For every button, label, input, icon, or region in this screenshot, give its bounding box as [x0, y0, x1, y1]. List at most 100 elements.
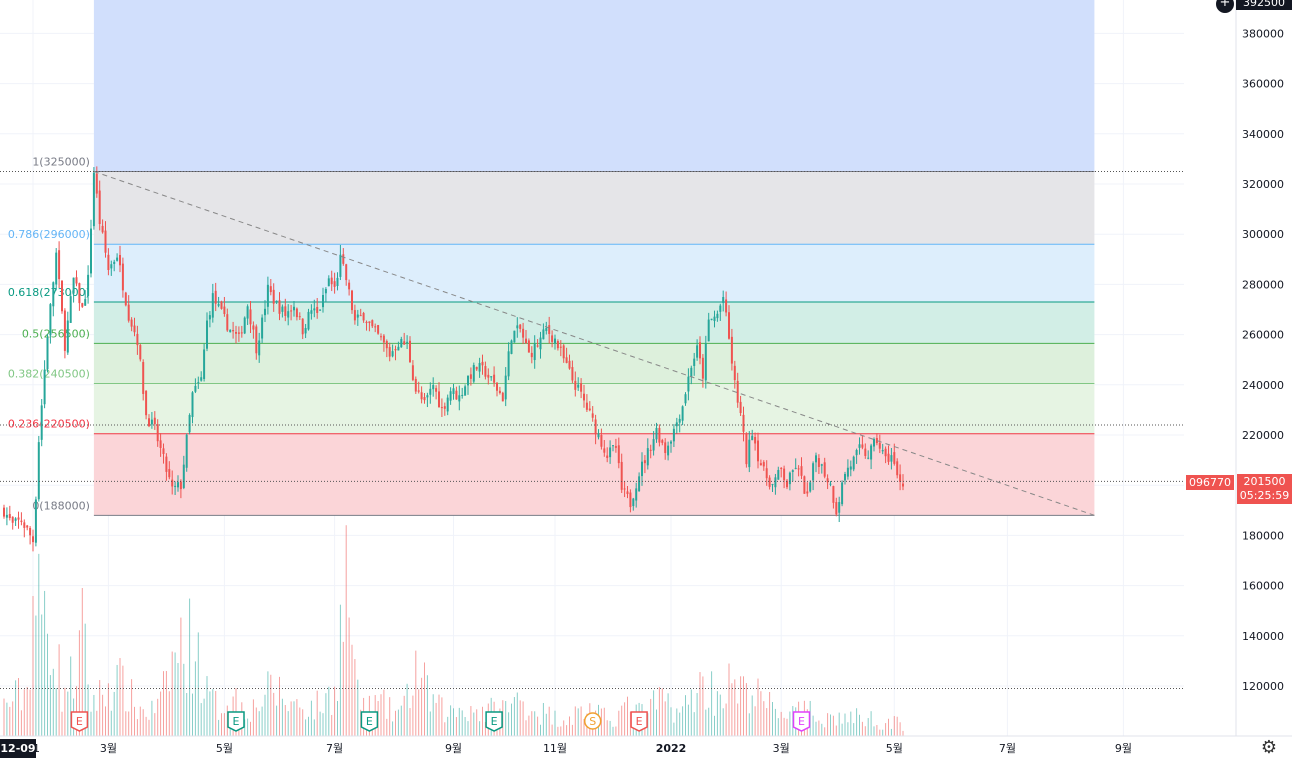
candle-body — [681, 406, 684, 421]
candle-body — [728, 312, 730, 339]
volume-bar — [774, 708, 776, 736]
candle-body — [403, 341, 406, 345]
volume-bar — [838, 712, 840, 736]
candle-body — [411, 365, 414, 380]
volume-bar — [673, 722, 675, 736]
volume-bar — [748, 713, 750, 736]
candle-body — [481, 361, 484, 366]
event-marker-shape — [227, 711, 245, 732]
candle-body — [461, 394, 464, 396]
candle-body — [139, 345, 142, 360]
candle-body — [670, 441, 672, 444]
volume-bar — [212, 689, 214, 736]
event-marker-letter: S — [589, 715, 596, 728]
event-marker[interactable]: E — [227, 711, 245, 732]
volume-bar — [203, 698, 205, 736]
volume-bar — [334, 686, 336, 736]
candle-body — [716, 313, 719, 319]
chart-overlays — [0, 170, 1184, 690]
volume-bar — [772, 702, 773, 736]
candle-body — [63, 310, 66, 351]
volume-bar — [61, 711, 63, 736]
volume-bar — [328, 686, 330, 736]
volume-bar — [551, 724, 553, 736]
event-marker[interactable]: E — [360, 711, 379, 732]
volume-bar — [479, 721, 481, 736]
candle-body — [420, 392, 423, 400]
volume-bar — [76, 686, 77, 736]
volume-bar — [621, 705, 623, 736]
candle-body — [66, 320, 69, 353]
volume-bar — [52, 668, 54, 736]
volume-bar — [888, 718, 889, 736]
candle-body — [707, 319, 710, 342]
time-tick-label: 9월 — [1115, 742, 1132, 755]
candle-body — [757, 440, 759, 462]
gear-icon[interactable]: ⚙ — [1260, 737, 1278, 758]
candle-body — [124, 292, 127, 306]
candle-body — [516, 325, 519, 329]
volume-bar — [105, 706, 106, 736]
volume-bar — [313, 719, 315, 736]
volume-bar — [716, 691, 718, 736]
volume-bar — [194, 661, 196, 736]
plus-circle-icon[interactable]: + — [1215, 0, 1235, 14]
event-marker[interactable]: E — [485, 711, 503, 732]
volume-bar — [740, 676, 742, 736]
volume-bar — [563, 720, 565, 736]
event-marker[interactable]: E — [792, 711, 811, 732]
candle-body — [797, 468, 800, 470]
volume-bar — [354, 659, 356, 736]
candle-body — [185, 434, 188, 468]
event-marker[interactable]: E — [70, 711, 89, 732]
price-axis[interactable] — [1184, 0, 1292, 758]
candle-body — [293, 306, 295, 311]
volume-bar — [395, 710, 396, 736]
candle-body — [203, 349, 206, 379]
volume-bar — [81, 588, 83, 736]
candle-body — [684, 394, 687, 404]
candle-body — [287, 311, 290, 318]
candle-body — [55, 252, 58, 285]
candle-body — [432, 385, 435, 390]
volume-bar — [180, 617, 182, 736]
volume-bar — [473, 712, 475, 736]
volume-bar — [557, 726, 559, 736]
volume-bar — [255, 707, 257, 736]
volume-bar — [247, 718, 249, 736]
volume-bar — [421, 677, 423, 736]
volume-bar — [113, 691, 115, 736]
volume-bar — [876, 724, 878, 736]
candle-body — [34, 499, 37, 543]
volume-bar — [832, 715, 834, 736]
candle-body — [92, 172, 95, 227]
volume-bar — [769, 691, 771, 736]
candle-body — [658, 427, 661, 443]
volume-bar — [192, 693, 193, 736]
volume-bar — [714, 715, 715, 736]
volume-bar — [183, 663, 185, 736]
volume-bar — [32, 596, 34, 736]
candle-body — [852, 456, 855, 470]
volume-bar — [84, 623, 86, 736]
candle-body — [171, 479, 174, 487]
volume-bar — [6, 702, 8, 736]
candle-body — [356, 314, 359, 318]
volume-bar — [3, 698, 5, 736]
candle-body — [197, 382, 200, 384]
volume-bar — [125, 711, 127, 736]
candle-body — [385, 341, 388, 349]
volume-bar — [397, 709, 399, 736]
candle-body — [20, 520, 23, 522]
candle-body — [113, 261, 116, 264]
volume-bar — [424, 662, 425, 736]
event-marker[interactable]: E — [630, 711, 648, 732]
volume-bar — [867, 718, 869, 736]
volume-bar — [389, 697, 391, 736]
volume-bar — [896, 716, 898, 736]
volume-bar — [174, 652, 176, 736]
volume-bar — [664, 701, 666, 736]
event-marker[interactable]: S — [583, 712, 602, 730]
candle-body — [188, 415, 191, 433]
